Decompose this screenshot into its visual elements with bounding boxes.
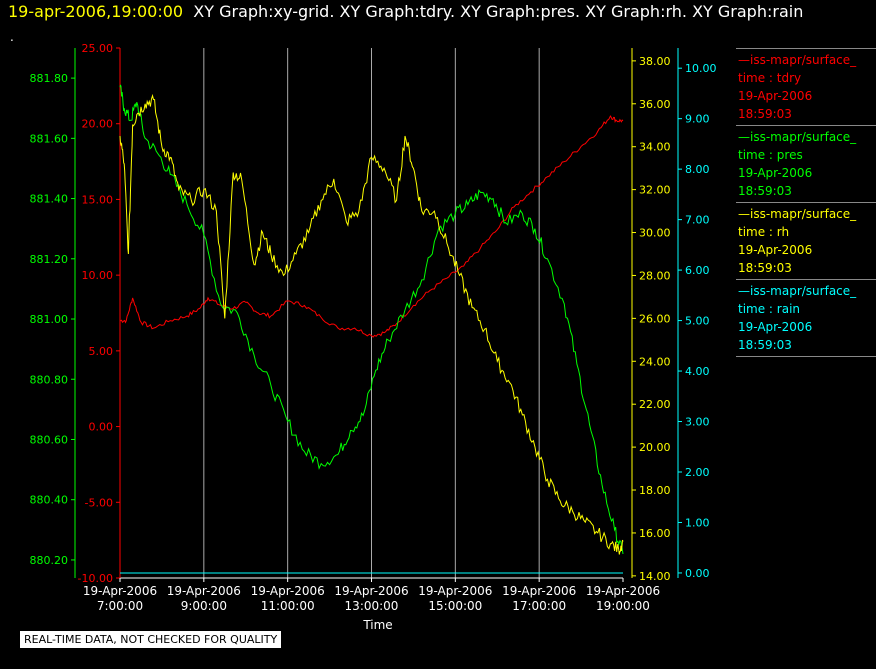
legend-source: —iss-mapr/surface_	[738, 53, 857, 67]
legend: —iss-mapr/surface_ time : tdry 19-Apr-2006…	[736, 48, 876, 361]
pres-tick-label: 881.00	[30, 313, 69, 326]
x-tick-time: 7:00:00	[97, 599, 143, 613]
x-tick-time: 11:00:00	[261, 599, 315, 613]
x-axis-ticks: 19-Apr-20067:00:0019-Apr-20069:00:0019-A…	[83, 578, 660, 613]
rh-tick-label: 32.00	[639, 184, 671, 197]
pres-tick-label: 880.60	[30, 433, 69, 446]
pres-tick-label: 880.20	[30, 554, 69, 567]
x-tick-time: 17:00:00	[512, 599, 566, 613]
pres-tick-label: 881.60	[30, 132, 69, 145]
pres-tick-label: 881.40	[30, 193, 69, 206]
rh-tick-label: 36.00	[639, 98, 671, 111]
legend-entry-4: —iss-mapr/surface_time : rain 19-Apr-2006…	[736, 279, 876, 356]
legend-source: —iss-mapr/surface_	[738, 130, 857, 144]
x-tick-time: 13:00:00	[345, 599, 399, 613]
legend-entry-1: —iss-mapr/surface_time : tdry 19-Apr-2006…	[736, 48, 876, 125]
chart-axes: 880.20 880.40 880.60 880.80 881.00 881.20 881.…	[30, 42, 717, 585]
rh-series-line	[119, 93, 624, 555]
legend-field: time : tdry	[738, 71, 802, 85]
rh-tick-label: 28.00	[639, 269, 671, 282]
legend-time: 18:59:03	[738, 338, 792, 352]
pres-tick-label: 881.80	[30, 72, 69, 85]
rh-tick-label: 26.00	[639, 312, 671, 325]
chart-series	[119, 84, 624, 574]
pres-tick-label: 881.20	[30, 253, 69, 266]
rh-tick-label: 34.00	[639, 141, 671, 154]
legend-date: 19-Apr-2006	[738, 166, 813, 180]
pres-tick-label: 880.80	[30, 373, 69, 386]
tdry-tick-label: 10.00	[82, 269, 114, 282]
pres-series-line	[119, 84, 624, 554]
quality-disclaimer: REAL-TIME DATA, NOT CHECKED FOR QUALITY	[20, 631, 282, 648]
rh-tick-label: 24.00	[639, 355, 671, 368]
rh-tick-label: 14.00	[639, 570, 671, 583]
x-tick-date: 19-Apr-2006	[418, 584, 492, 598]
legend-time: 18:59:03	[738, 107, 792, 121]
rain-tick-label: 9.00	[685, 113, 710, 126]
legend-entry-2: —iss-mapr/surface_time : pres 19-Apr-2006…	[736, 125, 876, 202]
rain-tick-label: 0.00	[685, 567, 710, 580]
rain-tick-label: 6.00	[685, 264, 710, 277]
legend-entry-3: —iss-mapr/surface_time : rh 19-Apr-2006 18…	[736, 202, 876, 279]
pres-tick-label: 880.40	[30, 494, 69, 507]
vertical-grid	[203, 48, 540, 578]
tdry-tick-label: -10.00	[78, 572, 113, 585]
legend-date: 19-Apr-2006	[738, 89, 813, 103]
x-tick-date: 19-Apr-2006	[167, 584, 241, 598]
header-graph-list: XY Graph:xy-grid. XY Graph:tdry. XY Grap…	[193, 2, 804, 21]
legend-field: time : rain	[738, 302, 801, 316]
status-dot: .	[10, 30, 14, 44]
tdry-tick-label: 25.00	[82, 42, 114, 55]
legend-time: 18:59:03	[738, 184, 792, 198]
x-tick-date: 19-Apr-2006	[502, 584, 576, 598]
legend-field: time : pres	[738, 148, 803, 162]
tdry-tick-label: 15.00	[82, 193, 114, 206]
rain-tick-label: 10.00	[685, 62, 717, 75]
tdry-tick-label: 0.00	[89, 421, 114, 434]
rh-tick-label: 22.00	[639, 398, 671, 411]
header-timestamp: 19-apr-2006,19:00:00	[8, 2, 184, 21]
rain-tick-label: 5.00	[685, 315, 710, 328]
tdry-tick-label: -5.00	[85, 496, 113, 509]
legend-date: 19-Apr-2006	[738, 320, 813, 334]
rh-tick-label: 38.00	[639, 55, 671, 68]
rain-tick-label: 2.00	[685, 466, 710, 479]
legend-time: 18:59:03	[738, 261, 792, 275]
x-tick-time: 9:00:00	[181, 599, 227, 613]
tdry-series-line	[120, 115, 624, 338]
graph-header: 19-apr-2006,19:00:00 XY Graph:xy-grid. X…	[8, 2, 803, 21]
rh-tick-label: 30.00	[639, 227, 671, 240]
x-tick-time: 19:00:00	[596, 599, 650, 613]
x-tick-time: 15:00:00	[428, 599, 482, 613]
rh-tick-label: 18.00	[639, 484, 671, 497]
legend-source: —iss-mapr/surface_	[738, 207, 857, 221]
tdry-tick-label: 5.00	[89, 345, 114, 358]
x-tick-date: 19-Apr-2006	[334, 584, 408, 598]
rain-tick-label: 3.00	[685, 416, 710, 429]
rain-tick-label: 4.00	[685, 365, 710, 378]
legend-date: 19-Apr-2006	[738, 243, 813, 257]
rain-tick-label: 7.00	[685, 214, 710, 227]
legend-field: time : rh	[738, 225, 790, 239]
x-axis-label: Time	[362, 618, 392, 632]
rh-tick-label: 16.00	[639, 527, 671, 540]
tdry-tick-label: 20.00	[82, 118, 114, 131]
legend-end-rule	[736, 356, 876, 361]
x-tick-date: 19-Apr-2006	[251, 584, 325, 598]
rain-tick-label: 1.00	[685, 516, 710, 529]
legend-source: —iss-mapr/surface_	[738, 284, 857, 298]
x-tick-date: 19-Apr-2006	[83, 584, 157, 598]
rain-tick-label: 8.00	[685, 163, 710, 176]
x-tick-date: 19-Apr-2006	[586, 584, 660, 598]
rh-tick-label: 20.00	[639, 441, 671, 454]
